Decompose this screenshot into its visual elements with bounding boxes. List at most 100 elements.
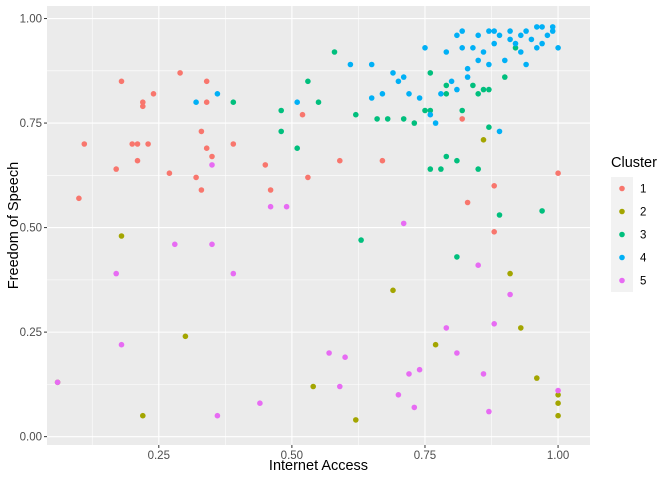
data-point-cluster-4 — [534, 45, 540, 51]
data-point-cluster-5 — [555, 387, 561, 394]
data-point-cluster-1 — [262, 162, 269, 168]
data-point-cluster-4 — [555, 45, 561, 51]
data-point-cluster-5 — [486, 408, 492, 415]
data-point-cluster-4 — [544, 32, 551, 39]
data-point-cluster-5 — [230, 270, 237, 277]
panel-background — [47, 6, 590, 445]
y-axis-title: Freedom of Speech — [6, 162, 22, 289]
data-point-cluster-3 — [427, 166, 434, 172]
data-point-cluster-3 — [502, 74, 508, 80]
data-point-cluster-5 — [411, 404, 418, 411]
data-point-cluster-5 — [416, 366, 423, 373]
data-point-cluster-4 — [518, 32, 524, 39]
data-point-cluster-3 — [278, 128, 285, 135]
data-point-cluster-4 — [454, 86, 460, 93]
data-point-cluster-4 — [549, 28, 556, 34]
data-point-cluster-2 — [182, 333, 189, 340]
data-point-cluster-4 — [459, 45, 466, 51]
data-point-cluster-3 — [422, 107, 428, 114]
data-point-cluster-1 — [129, 141, 135, 147]
data-point-cluster-3 — [278, 107, 285, 114]
data-point-cluster-4 — [368, 95, 375, 101]
data-point-cluster-3 — [539, 208, 545, 214]
legend-label: 3 — [640, 230, 646, 242]
data-point-cluster-4 — [464, 65, 471, 72]
data-point-cluster-1 — [230, 141, 237, 147]
data-point-cluster-4 — [491, 28, 498, 34]
data-point-cluster-4 — [523, 28, 529, 34]
data-point-cluster-1 — [118, 78, 125, 85]
data-point-cluster-4 — [448, 78, 455, 85]
data-point-cluster-4 — [470, 45, 476, 51]
data-point-cluster-1 — [113, 166, 119, 172]
data-point-cluster-5 — [406, 371, 412, 377]
data-point-cluster-2 — [480, 137, 487, 143]
data-point-cluster-4 — [523, 61, 529, 68]
data-points — [54, 24, 561, 423]
y-tick-label: 0.75 — [20, 118, 42, 130]
data-point-cluster-5 — [172, 241, 178, 248]
data-point-cluster-3 — [459, 107, 466, 114]
legend-key-point — [619, 231, 625, 238]
data-point-cluster-1 — [134, 157, 141, 164]
data-point-cluster-2 — [534, 375, 540, 381]
y-tick-label: 0.00 — [20, 432, 42, 444]
data-point-cluster-3 — [427, 107, 434, 114]
legend: Cluster 1 2 3 4 5 — [611, 155, 657, 292]
data-point-cluster-5 — [395, 392, 402, 398]
data-point-cluster-1 — [379, 157, 386, 164]
y-tick-label: 0.25 — [20, 327, 42, 339]
data-point-cluster-2 — [310, 383, 317, 390]
data-point-cluster-5 — [257, 400, 263, 407]
data-point-cluster-5 — [54, 379, 61, 386]
data-point-cluster-4 — [464, 74, 471, 80]
data-point-cluster-5 — [267, 203, 274, 210]
data-point-cluster-4 — [534, 24, 540, 30]
data-point-cluster-4 — [475, 32, 482, 39]
x-tick-label: 1.00 — [547, 450, 569, 462]
legend-key-point — [619, 185, 625, 192]
data-point-cluster-3 — [427, 70, 434, 76]
data-point-cluster-1 — [140, 99, 146, 105]
data-point-cluster-1 — [145, 141, 151, 147]
x-axis-title: Internet Access — [269, 458, 368, 474]
legend-keys: 1 2 3 4 5 — [611, 177, 647, 292]
data-point-cluster-5 — [400, 220, 407, 227]
data-point-cluster-4 — [512, 40, 519, 47]
data-point-cluster-4 — [502, 57, 508, 64]
data-point-cluster-1 — [81, 141, 88, 147]
legend-key-point — [619, 254, 625, 261]
data-point-cluster-5 — [454, 350, 460, 356]
data-point-cluster-3 — [294, 145, 301, 151]
data-point-cluster-1 — [203, 145, 210, 151]
data-point-cluster-4 — [459, 28, 466, 34]
data-point-cluster-4 — [528, 36, 535, 43]
data-point-cluster-1 — [134, 141, 141, 147]
data-point-cluster-1 — [459, 116, 466, 122]
data-point-cluster-4 — [496, 32, 503, 39]
x-axis-ticks: 0.25 0.50 0.75 1.00 — [148, 445, 569, 462]
data-point-cluster-3 — [411, 120, 418, 126]
data-point-cluster-3 — [384, 116, 391, 122]
data-point-cluster-4 — [486, 61, 492, 68]
data-point-cluster-3 — [315, 99, 322, 105]
data-point-cluster-4 — [438, 91, 444, 97]
data-point-cluster-4 — [400, 74, 407, 80]
data-point-cluster-1 — [209, 153, 215, 160]
data-point-cluster-1 — [203, 78, 210, 85]
data-point-cluster-4 — [507, 28, 513, 34]
data-point-cluster-1 — [464, 199, 471, 206]
data-point-cluster-3 — [438, 166, 444, 172]
data-point-cluster-1 — [193, 174, 199, 181]
data-point-cluster-2 — [140, 412, 146, 419]
y-tick-label: 0.50 — [20, 223, 42, 235]
data-point-cluster-5 — [209, 162, 215, 168]
data-point-cluster-4 — [491, 40, 498, 47]
data-point-cluster-5 — [342, 354, 348, 361]
data-point-cluster-3 — [512, 45, 519, 51]
data-point-cluster-4 — [496, 128, 503, 135]
data-point-cluster-2 — [518, 325, 524, 331]
data-point-cluster-4 — [475, 57, 482, 64]
data-point-cluster-4 — [486, 28, 492, 34]
data-point-cluster-3 — [358, 237, 364, 243]
